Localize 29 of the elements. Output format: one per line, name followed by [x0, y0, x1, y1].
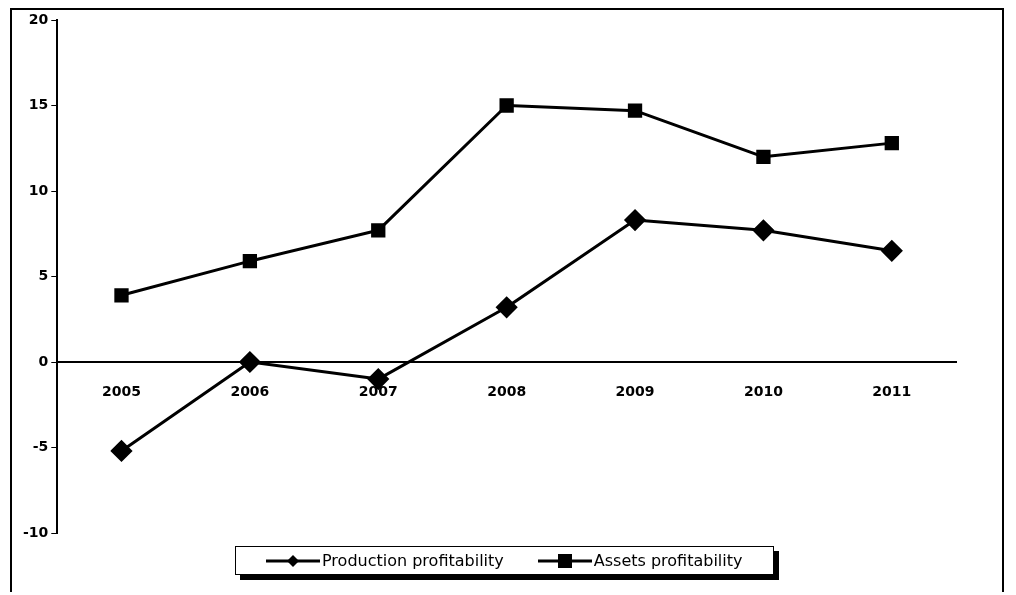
point [239, 351, 261, 373]
point [110, 440, 132, 462]
y-tick-label: 20 [28, 10, 49, 27]
point [752, 219, 774, 241]
y-tick-label: -5 [32, 438, 49, 455]
x-tick-label: 2009 [615, 383, 655, 400]
point [884, 135, 899, 151]
legend-label: Assets profitability [593, 551, 743, 570]
point [627, 103, 643, 118]
x-tick-label: 2011 [872, 383, 912, 400]
x-tick-label: 2008 [487, 383, 527, 400]
point [371, 223, 386, 238]
y-tick-label: 10 [28, 181, 49, 198]
x-tick-label: 2006 [230, 383, 270, 400]
x-tick-label: 2005 [102, 383, 141, 400]
legend-label: Production profitability [322, 551, 504, 570]
y-tick-label: 5 [38, 267, 49, 284]
point [114, 288, 129, 303]
point [756, 149, 771, 164]
x-tick-label: 2007 [358, 383, 398, 400]
point [499, 98, 514, 113]
y-tick-label: 0 [38, 352, 49, 369]
point [242, 253, 258, 269]
point [496, 296, 518, 318]
point [881, 240, 903, 262]
y-tick-label: 15 [28, 96, 49, 113]
x-tick-label: 2010 [743, 383, 784, 400]
y-tick-label: -10 [23, 523, 49, 540]
point [624, 209, 646, 231]
